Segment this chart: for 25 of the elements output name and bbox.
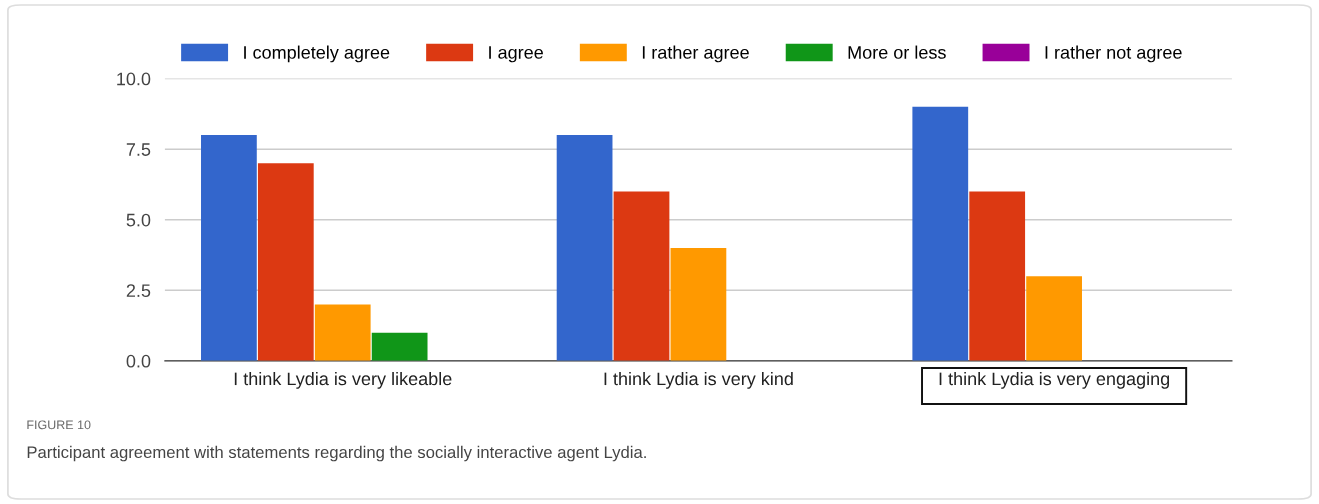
legend-label: I rather not agree: [1045, 45, 1182, 63]
bar: [371, 332, 428, 361]
x-tick-label: I think Lydia is very kind: [604, 371, 793, 389]
bar: [556, 135, 613, 361]
caption: FIGURE 10: [27, 420, 91, 430]
bar: [613, 191, 670, 361]
x-tick-label: I think Lydia is very engaging: [939, 371, 1170, 389]
y-tick-label: 7.5: [126, 143, 151, 156]
text: Participant agreement with statements regarding the socially interactive agent Lydia.: [27, 445, 646, 462]
bar: [969, 191, 1026, 361]
legend-label: I agree: [489, 46, 543, 63]
bar: [201, 135, 257, 361]
y-tick-label: 2.5: [126, 284, 151, 298]
bar: [1026, 276, 1082, 361]
legend-label: I completely agree: [244, 45, 390, 63]
x-tick-label: I think Lydia is very likeable: [234, 371, 452, 389]
legend-label: More or less: [848, 45, 946, 59]
y-tick-label: 0.0: [126, 354, 151, 368]
y-tick-label: 10.0: [117, 72, 151, 86]
bar: [670, 247, 727, 361]
legend-label: I rather agree: [642, 45, 749, 63]
bar: [257, 163, 314, 361]
bar: [314, 304, 371, 361]
y-tick-label: 5.0: [126, 213, 151, 227]
bar: [912, 106, 969, 361]
